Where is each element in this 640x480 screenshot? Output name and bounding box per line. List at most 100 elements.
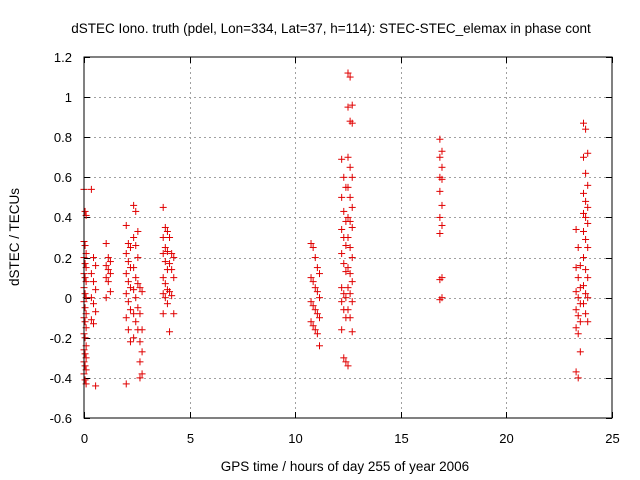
x-tick-label: 5 (187, 431, 194, 446)
data-point (344, 183, 352, 191)
data-point (134, 227, 142, 235)
data-point (340, 290, 348, 298)
data-point (579, 119, 587, 127)
data-point (346, 244, 354, 252)
data-point (106, 258, 114, 266)
data-point (348, 254, 356, 262)
data-point (136, 338, 144, 346)
data-point (576, 318, 584, 326)
data-point (313, 330, 321, 338)
data-point (436, 276, 444, 284)
data-point (338, 225, 346, 233)
data-point (438, 147, 446, 155)
data-point (344, 234, 352, 241)
data-point (574, 244, 582, 252)
data-point (163, 248, 171, 256)
data-point (572, 324, 580, 332)
data-point (344, 264, 352, 272)
data-point (342, 358, 350, 366)
y-axis-label: dSTEC / TECUs (7, 188, 22, 286)
data-point (102, 274, 110, 282)
data-point (436, 153, 444, 161)
data-point (579, 282, 587, 290)
data-point (81, 334, 89, 342)
data-point (582, 290, 590, 298)
data-point (81, 318, 89, 326)
data-point (348, 278, 356, 286)
data-point (159, 274, 167, 282)
data-point (161, 244, 169, 252)
data-point (102, 240, 110, 248)
data-point (166, 260, 174, 268)
data-point (315, 314, 323, 322)
data-point (132, 318, 140, 326)
data-point (346, 314, 354, 322)
data-point (166, 234, 174, 241)
data-point (307, 318, 315, 326)
data-point (582, 266, 590, 274)
x-tick-label: 20 (499, 431, 513, 446)
data-point (163, 227, 171, 235)
data-point (138, 370, 146, 378)
x-tick-label: 15 (394, 431, 408, 446)
data-point (338, 284, 346, 292)
data-point (436, 296, 444, 304)
data-point (309, 278, 317, 286)
data-point (87, 185, 95, 193)
data-point (582, 125, 590, 133)
data-point (124, 278, 132, 286)
data-point (344, 103, 352, 111)
data-point (436, 135, 444, 143)
data-point (136, 310, 144, 318)
data-point (81, 304, 89, 312)
data-point (338, 193, 346, 201)
data-point (348, 119, 356, 127)
data-point (81, 207, 89, 215)
data-point (313, 288, 321, 296)
data-point (579, 153, 587, 161)
plot-frame (83, 56, 613, 419)
data-point (168, 250, 176, 258)
data-point (122, 250, 130, 258)
data-point (90, 254, 98, 262)
data-point (582, 310, 590, 318)
data-point (579, 300, 587, 308)
data-point (338, 326, 346, 334)
data-point (104, 266, 112, 274)
data-point (159, 234, 167, 241)
data-point (130, 310, 138, 318)
data-point (584, 181, 592, 189)
data-point (346, 73, 354, 81)
data-point (136, 374, 144, 382)
data-point (574, 330, 582, 338)
data-point (307, 274, 315, 282)
data-point (170, 310, 178, 318)
data-point (122, 290, 130, 298)
data-point (348, 203, 356, 211)
data-point (344, 153, 352, 161)
data-point (81, 362, 89, 370)
data-point (130, 334, 138, 342)
data-point (159, 290, 167, 298)
data-point (344, 213, 352, 221)
data-point (311, 254, 319, 262)
y-tick-label: -0.2 (50, 331, 72, 346)
data-point (346, 193, 354, 201)
data-point (90, 320, 98, 328)
data-point (92, 382, 100, 390)
data-point (90, 300, 98, 308)
data-point (340, 354, 348, 362)
data-point (344, 362, 352, 370)
data-point (348, 328, 356, 336)
data-point (436, 187, 444, 195)
data-point (124, 298, 132, 306)
data-point (170, 254, 178, 262)
data-point (102, 294, 110, 302)
data-point (122, 270, 130, 278)
data-point (130, 264, 138, 272)
data-point (438, 221, 446, 229)
data-point (572, 264, 580, 272)
data-point (102, 262, 110, 270)
data-point (340, 173, 348, 181)
y-tick-label: 1 (65, 90, 72, 105)
